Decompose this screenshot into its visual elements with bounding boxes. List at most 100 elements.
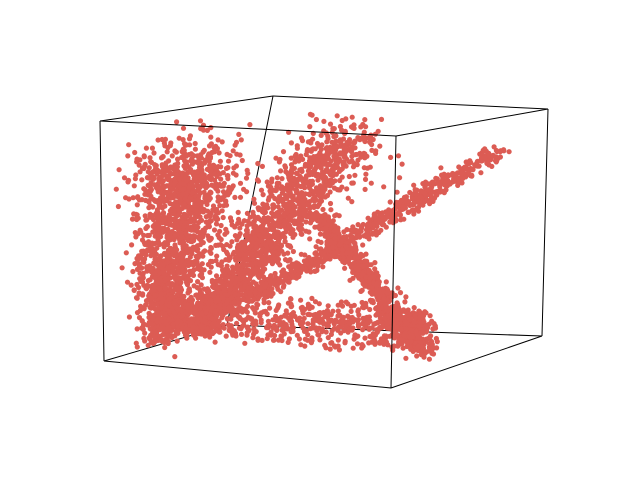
scatter-point [207, 195, 213, 201]
scatter-point [429, 350, 435, 356]
scatter-point [156, 175, 162, 181]
scatter-point [186, 164, 192, 170]
scatter-point [161, 214, 168, 220]
scatter-point [235, 209, 241, 215]
scatter-point [332, 235, 338, 242]
scatter-point [288, 208, 294, 214]
scatter-point [150, 229, 156, 235]
scatter-point [362, 335, 368, 341]
scatter-point [424, 197, 430, 203]
scatter-point [202, 175, 208, 181]
scatter-point [330, 172, 336, 179]
scatter-point [183, 159, 189, 165]
scatter-point [319, 142, 325, 148]
scatter-point [213, 221, 220, 227]
scatter-point [282, 163, 288, 169]
scatter-point [372, 260, 378, 266]
scatter-point [136, 284, 142, 291]
scatter-point [201, 286, 207, 292]
scatter-point [358, 288, 364, 294]
scatter-point [130, 268, 136, 275]
scatter-point [327, 146, 334, 152]
scatter-point [286, 223, 293, 229]
scatter-point [343, 148, 350, 154]
scatter-point [139, 197, 145, 203]
scatter-point [161, 225, 167, 231]
scatter-point [258, 187, 265, 193]
scatter-point [178, 279, 184, 285]
scatter-point [323, 254, 329, 260]
scatter-point [222, 191, 228, 197]
scatter-point [167, 208, 173, 214]
scatter-point [323, 329, 329, 335]
scatter-point [186, 286, 192, 292]
scatter-point [187, 211, 193, 217]
scatter-point [115, 203, 121, 210]
scatter-point [167, 229, 173, 236]
scatter-point [172, 333, 178, 339]
scatter-point [146, 205, 152, 211]
scatter-point [207, 269, 213, 275]
scatter-point [192, 146, 198, 152]
scatter-point [241, 218, 247, 224]
scatter-point [199, 271, 205, 277]
scatter-point [405, 209, 411, 215]
scatter-point [374, 280, 380, 287]
scatter-point [355, 157, 361, 163]
scatter-point [276, 194, 283, 200]
scatter-point [242, 268, 248, 274]
scatter-point [275, 259, 281, 265]
scatter-point [377, 143, 383, 149]
scatter-point [490, 152, 496, 158]
scatter-point [332, 223, 338, 229]
scatter-point [373, 148, 379, 154]
scatter-point [302, 161, 309, 167]
scatter-point [147, 277, 153, 283]
scatter-point [465, 161, 471, 167]
scatter-point [288, 230, 294, 237]
scatter-point [316, 189, 322, 195]
scatter-point [141, 154, 147, 160]
scatter-point [332, 240, 338, 246]
scatter-point [142, 338, 148, 344]
scatter-point [357, 135, 363, 141]
scatter-point [344, 186, 350, 192]
scatter-point [165, 281, 171, 287]
scatter-point [197, 190, 203, 196]
scatter-point [432, 323, 438, 329]
scatter-point [472, 162, 478, 168]
scatter-point [286, 279, 292, 285]
scatter-point [202, 157, 208, 163]
scatter-point [162, 344, 168, 351]
scatter-point [344, 139, 350, 146]
scatter-point [251, 224, 257, 231]
scatter-point [320, 264, 326, 270]
scatter-point [174, 247, 180, 253]
scatter-point [240, 296, 246, 303]
scatter-point [171, 274, 177, 280]
scatter-point [321, 220, 327, 226]
scatter-point [362, 176, 369, 182]
scatter-point [147, 155, 153, 161]
scatter-point [168, 186, 174, 192]
scatter-point [179, 268, 185, 274]
scatter-point [309, 295, 315, 301]
scatter-point [158, 155, 165, 161]
scatter-point [318, 250, 324, 256]
scatter-point [483, 148, 489, 154]
scatter-point [318, 165, 324, 171]
scatter-point [439, 172, 445, 178]
scatter-point [242, 256, 248, 262]
scatter-point [284, 201, 290, 207]
scatter-point [215, 198, 221, 204]
scatter-point [259, 209, 265, 215]
scatter-point [270, 249, 276, 256]
scatter-point [234, 283, 240, 289]
scatter-point [253, 281, 259, 287]
scatter-point [130, 195, 136, 201]
scatter-point [225, 158, 232, 164]
scatter-point [134, 326, 140, 332]
scatter-point [241, 241, 247, 247]
scatter-point [187, 278, 194, 284]
scatter-point [324, 167, 330, 173]
